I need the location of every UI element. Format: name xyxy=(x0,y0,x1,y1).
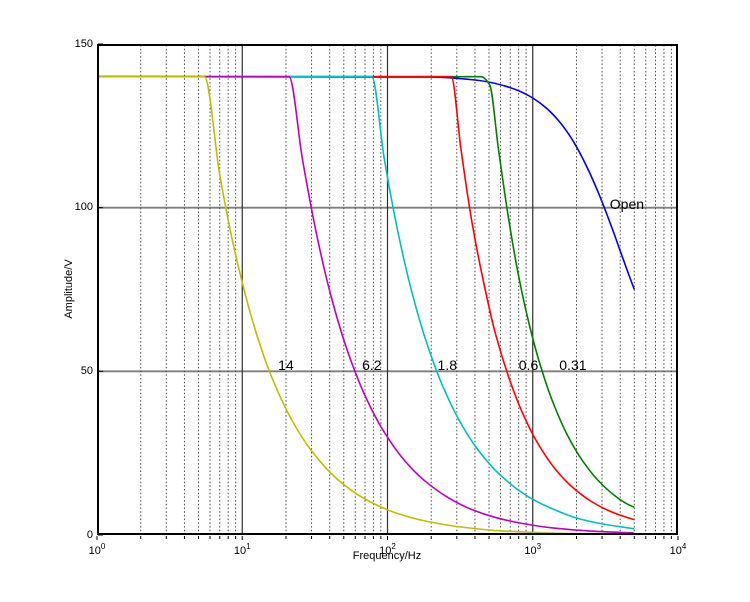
curve-label-1-8: 1.8 xyxy=(437,356,458,373)
plot-frame xyxy=(97,44,678,535)
x-tick-label-10-3: 103 xyxy=(524,542,542,557)
curve-open xyxy=(96,75,636,290)
curve-14 xyxy=(97,75,635,536)
curve-0-31 xyxy=(97,75,635,508)
x-tick-label-10-2: 102 xyxy=(379,542,396,557)
y-axis-label: Amplitude/V xyxy=(63,259,75,319)
x-tick-label-10-0: 100 xyxy=(88,542,106,557)
curve-6-2 xyxy=(97,75,635,534)
y-tick-label-50: 50 xyxy=(80,364,93,377)
curve-1-8 xyxy=(97,75,635,530)
curve-label-open: Open xyxy=(609,196,645,213)
curve-label-0-6: 0.6 xyxy=(518,356,539,373)
x-tick-label-10-4: 104 xyxy=(669,542,687,557)
y-tick-label-0: 0 xyxy=(86,528,93,541)
x-axis-label: Frequency/Hz xyxy=(352,550,422,562)
curve-label-14: 14 xyxy=(278,356,294,373)
x-tick-label-10-1: 101 xyxy=(233,542,251,557)
curve-label-0-31: 0.31 xyxy=(559,356,587,373)
curve-label-6-2: 6.2 xyxy=(362,356,382,373)
y-tick-label-100: 100 xyxy=(74,201,93,214)
y-tick-label-150: 150 xyxy=(74,37,93,50)
curve-0-6 xyxy=(97,75,635,521)
